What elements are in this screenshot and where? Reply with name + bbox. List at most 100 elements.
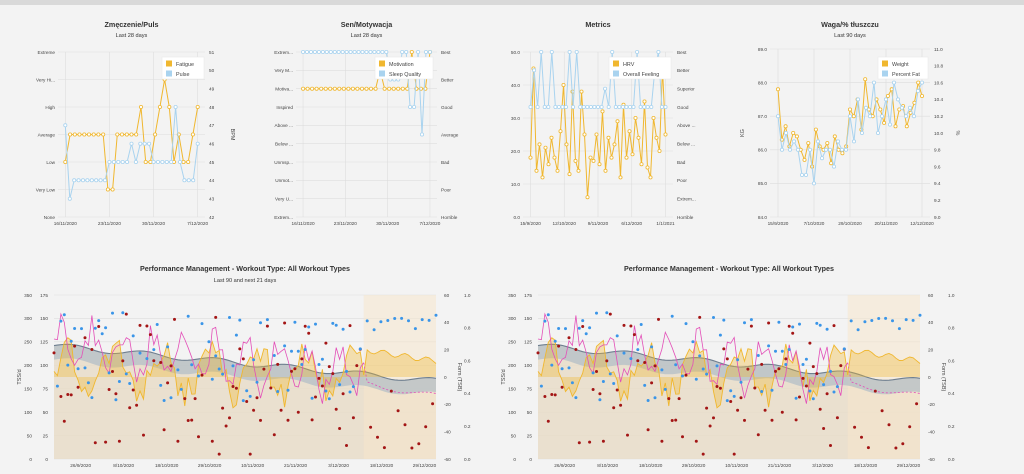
y-tick-label: High [45, 105, 55, 110]
tss-point [245, 400, 249, 403]
data-point [138, 141, 143, 146]
data-point [537, 142, 542, 147]
data-point [776, 114, 781, 119]
chart-subtitle: Last 90 days [834, 33, 866, 39]
y2-tick-label: Superior [677, 86, 695, 91]
y-tick-label: Unmot... [275, 178, 293, 183]
fitness-band [538, 344, 920, 395]
y2-tick-label: 48 [209, 105, 215, 110]
chart-title: Performance Management - Workout Type: A… [624, 264, 834, 273]
y2-tick-label: 51 [209, 50, 215, 55]
data-point [920, 94, 925, 99]
y2-tick-label: 10.2 [934, 114, 944, 119]
data-point [107, 159, 112, 164]
intensity-point [228, 316, 231, 319]
intensity-point [595, 311, 598, 315]
tss-point [866, 446, 870, 450]
data-point [125, 159, 130, 164]
series-line [530, 68, 666, 198]
fitness-tick-label: 125 [524, 340, 532, 345]
data-point [553, 105, 558, 110]
tss-tick-label: 200 [508, 363, 516, 368]
intensity-point [324, 389, 328, 393]
tss-point [629, 324, 633, 328]
data-point [324, 50, 329, 55]
y2-tick-label: 10.4 [934, 97, 944, 102]
tss-point [815, 372, 819, 376]
y2-tick-label: Best [677, 50, 687, 55]
tss-point [90, 348, 94, 351]
tss-point [348, 324, 352, 328]
legend [608, 56, 672, 80]
data-point [880, 114, 885, 119]
data-point [308, 50, 313, 55]
data-point [900, 105, 905, 110]
data-point [791, 130, 796, 135]
intensity-point [663, 387, 667, 391]
tss-point [701, 452, 705, 456]
x-tick-label: 3/12/2020 [812, 463, 833, 468]
tss-point [612, 406, 616, 410]
tss-point [784, 357, 788, 361]
intensity-point [169, 396, 173, 400]
x-tick-label: 23/11/2020 [98, 221, 122, 226]
data-point [659, 105, 664, 110]
y-tick-label: 40.0 [511, 83, 521, 88]
data-point [115, 132, 120, 137]
intensity-point [128, 382, 132, 385]
x-tick-label: 29/10/2020 [838, 221, 862, 226]
x-tick-label: 30/11/2020 [376, 221, 400, 226]
data-point [134, 132, 139, 137]
x-tick-label: 21/11/2020 [768, 463, 792, 468]
fitness-tick-label: 25 [43, 433, 49, 438]
data-point [543, 145, 548, 150]
data-point [408, 105, 413, 110]
y2-tick-label: Better [677, 68, 690, 73]
data-point [588, 105, 593, 110]
tss-point [265, 324, 269, 328]
tss-point [166, 381, 170, 385]
data-point [638, 105, 643, 110]
data-point [599, 105, 604, 110]
tss-point [417, 442, 421, 446]
intensity-point [774, 349, 777, 353]
x-tick-label: 6/12/2020 [621, 221, 642, 226]
legend-label: Motivation [389, 62, 414, 68]
tss-point [835, 416, 839, 420]
legend-label: HRV [623, 62, 635, 68]
y2-tick-label: Good [441, 105, 453, 110]
intensity-point [863, 320, 867, 324]
tss-point [677, 397, 681, 401]
tss-point [546, 419, 550, 423]
data-point [885, 94, 890, 99]
x-tick-label: 23/11/2020 [334, 221, 358, 226]
intensity-point [197, 374, 200, 378]
series-line [64, 106, 199, 199]
data-point [72, 132, 77, 137]
data-point [549, 135, 554, 140]
intensity-point [152, 348, 156, 352]
intensity-point [770, 388, 774, 392]
tss-point [307, 331, 311, 335]
tss-point [104, 440, 108, 444]
data-point [663, 132, 668, 137]
tss-point [403, 423, 407, 427]
data-point [129, 132, 134, 137]
data-point [912, 114, 917, 119]
data-point [876, 130, 881, 135]
data-point [310, 86, 315, 91]
y-tick-label: 10.0 [511, 182, 521, 187]
data-point [645, 105, 650, 110]
data-point [603, 168, 608, 173]
legend-label: Percent Fat [892, 72, 920, 78]
tss-point [234, 386, 238, 390]
tss-point [69, 393, 73, 397]
data-point [372, 50, 377, 55]
intensity-point [217, 367, 221, 371]
data-point [94, 178, 99, 183]
intensity-point [650, 345, 654, 349]
y2-tick-label: 9.4 [934, 181, 941, 186]
data-point [656, 50, 661, 55]
data-point [615, 119, 620, 124]
tss-point [73, 344, 77, 348]
